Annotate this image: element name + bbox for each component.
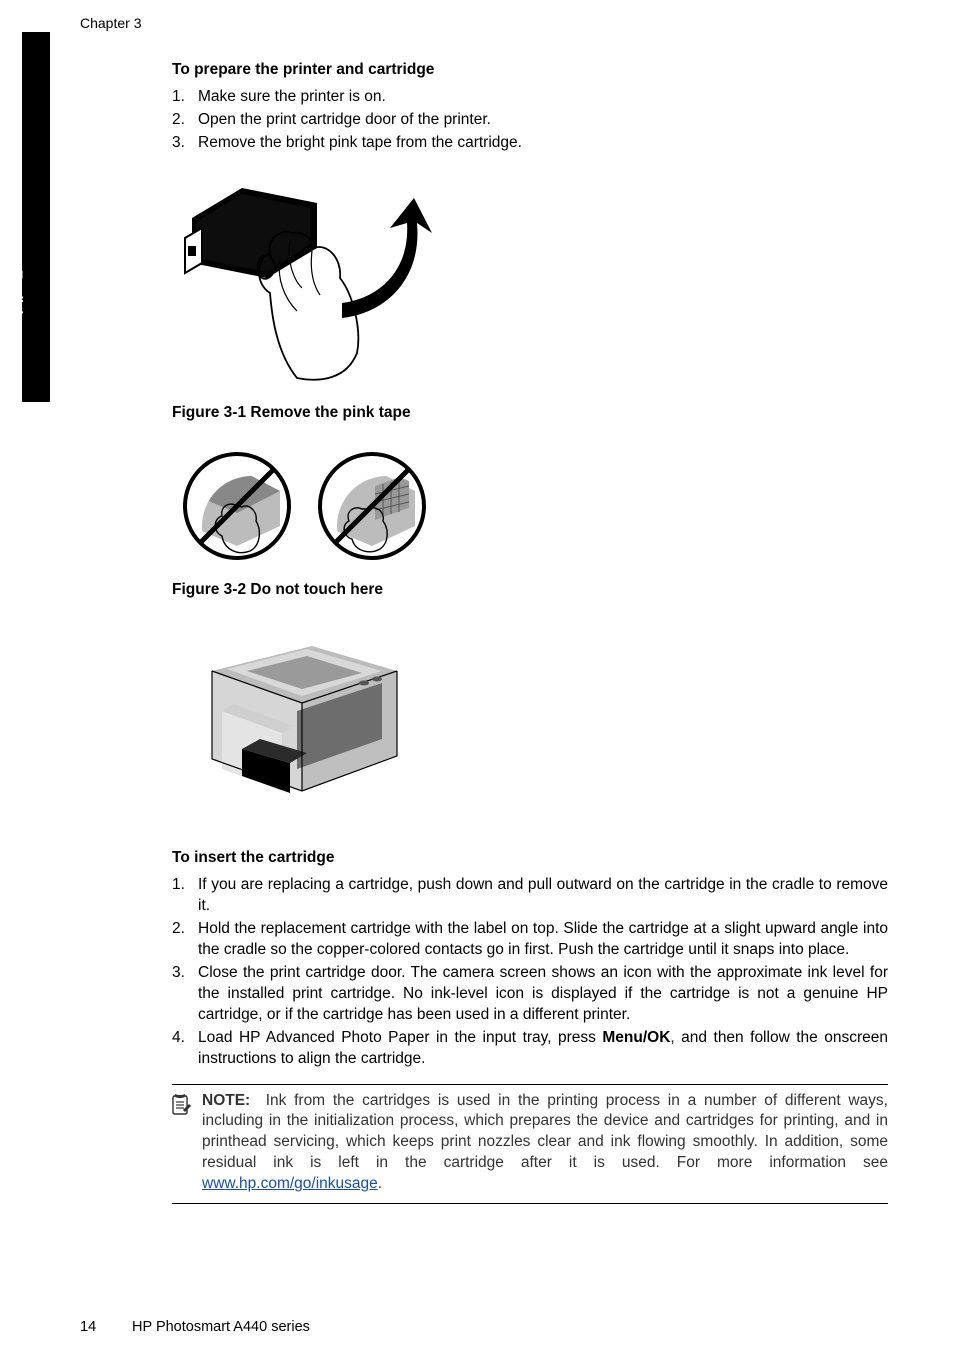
note-body-post: . [378, 1175, 382, 1192]
page-number: 14 [80, 1318, 128, 1338]
page: Chapter 3 English To prepare the printer… [0, 0, 960, 1366]
footer-title: HP Photosmart A440 series [132, 1319, 310, 1335]
note-block: NOTE: Ink from the cartridges is used in… [172, 1084, 888, 1205]
step-text: Hold the replacement cartridge with the … [198, 919, 888, 961]
step-text: Make sure the printer is on. [198, 87, 888, 108]
step-number: 4. [172, 1028, 198, 1070]
step-number: 3. [172, 133, 198, 154]
chapter-header: Chapter 3 [80, 14, 141, 33]
section1-heading: To prepare the printer and cartridge [172, 60, 888, 81]
section2-heading: To insert the cartridge [172, 848, 888, 869]
step-text: Load HP Advanced Photo Paper in the inpu… [198, 1028, 888, 1070]
step-text: Open the print cartridge door of the pri… [198, 110, 888, 131]
list-item: 1.If you are replacing a cartridge, push… [172, 875, 888, 917]
section2-steps: 1.If you are replacing a cartridge, push… [172, 875, 888, 1069]
list-item: 1.Make sure the printer is on. [172, 87, 888, 108]
step-number: 1. [172, 875, 198, 917]
page-footer: 14 HP Photosmart A440 series [80, 1318, 310, 1338]
step-number: 2. [172, 110, 198, 131]
remove-tape-illustration [172, 168, 452, 388]
printer-illustration [172, 631, 432, 811]
list-item: 4.Load HP Advanced Photo Paper in the in… [172, 1028, 888, 1070]
list-item: 2.Hold the replacement cartridge with th… [172, 919, 888, 961]
step-number: 3. [172, 963, 198, 1026]
note-text: NOTE: Ink from the cartridges is used in… [202, 1091, 888, 1196]
do-not-touch-illustration [172, 446, 452, 566]
figure2-caption: Figure 3-2 Do not touch here [172, 580, 888, 601]
figure-printer [172, 631, 888, 818]
note-label: NOTE: [202, 1092, 250, 1109]
section1-steps: 1.Make sure the printer is on. 2.Open th… [172, 87, 888, 154]
step-text: If you are replacing a cartridge, push d… [198, 875, 888, 917]
step-number: 2. [172, 919, 198, 961]
step-text-bold: Menu/OK [602, 1029, 670, 1046]
step-text: Close the print cartridge door. The came… [198, 963, 888, 1026]
step-text: Remove the bright pink tape from the car… [198, 133, 888, 154]
language-label: English [8, 270, 26, 319]
sidebar-tab [22, 32, 50, 402]
note-icon [172, 1091, 194, 1196]
list-item: 2.Open the print cartridge door of the p… [172, 110, 888, 131]
step-number: 1. [172, 87, 198, 108]
step-text-pre: Load HP Advanced Photo Paper in the inpu… [198, 1029, 602, 1046]
figure1-caption: Figure 3-1 Remove the pink tape [172, 403, 888, 424]
figure-3-1 [172, 168, 888, 395]
list-item: 3.Close the print cartridge door. The ca… [172, 963, 888, 1026]
figure-3-2 [172, 446, 888, 573]
note-body-pre: Ink from the cartridges is used in the p… [202, 1092, 888, 1172]
list-item: 3.Remove the bright pink tape from the c… [172, 133, 888, 154]
main-content: To prepare the printer and cartridge 1.M… [172, 60, 888, 1204]
note-link[interactable]: www.hp.com/go/inkusage [202, 1175, 378, 1192]
